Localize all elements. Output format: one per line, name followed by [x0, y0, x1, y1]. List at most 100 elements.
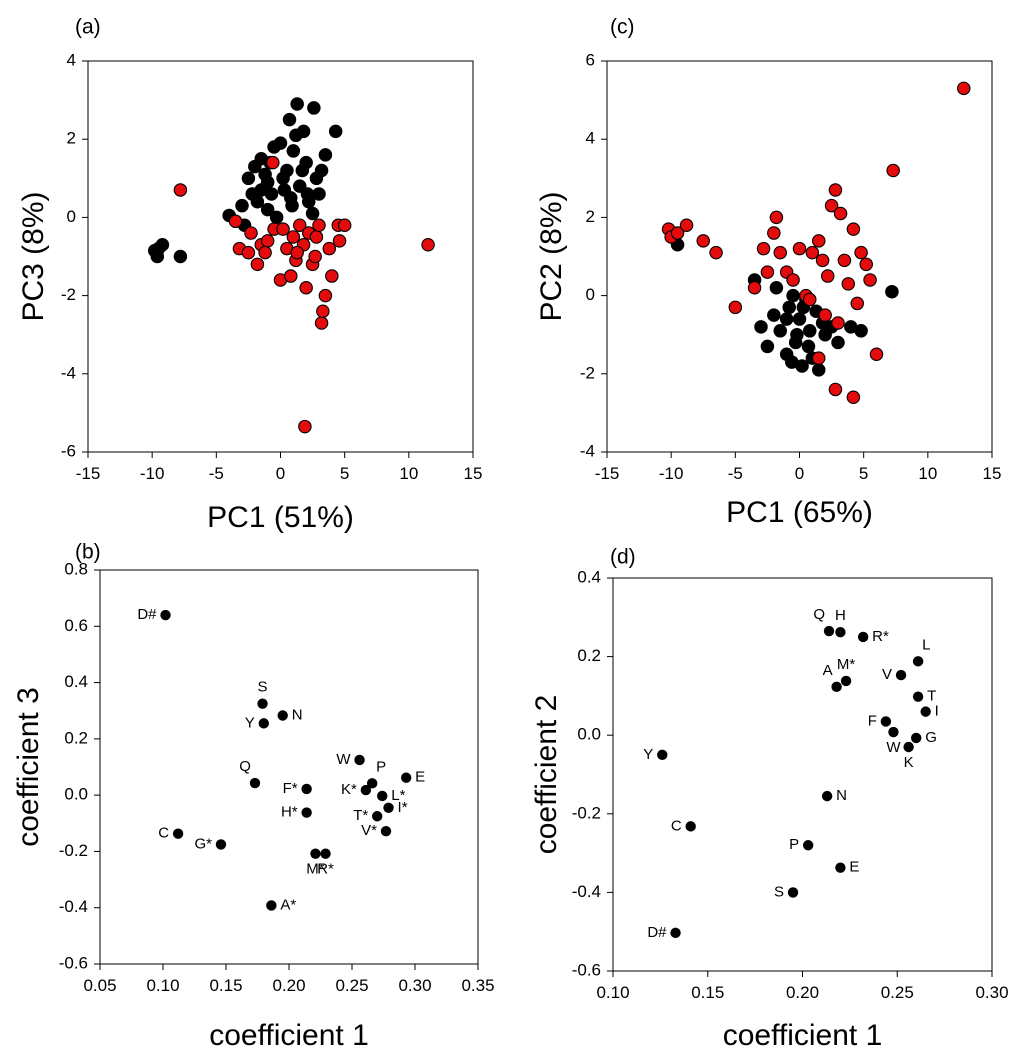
y-tick-label: -2 — [61, 285, 76, 304]
data-point-red — [173, 183, 188, 197]
data-point-red — [833, 206, 848, 221]
point-label: A* — [280, 896, 296, 913]
y-tick-label: -2 — [580, 363, 595, 382]
data-point — [383, 802, 394, 814]
panel-d-chart: (d) 0.10 0.15 0.20 0.25 0.30 -0.6 -0.4 -0.2 0.0 0.… — [530, 546, 1009, 1052]
data-point-red — [886, 163, 900, 178]
data-point-red — [828, 382, 843, 397]
data-point — [249, 777, 261, 789]
y-tick-label: -4 — [61, 363, 76, 382]
data-point-red — [266, 155, 280, 170]
data-point-red — [421, 238, 435, 252]
data-point — [835, 862, 846, 873]
x-tick-label: 0.15 — [691, 983, 724, 1002]
data-point-red — [854, 245, 868, 260]
point-label: D# — [137, 606, 157, 623]
y-tick-label: 0 — [586, 285, 595, 304]
data-point-black — [296, 124, 311, 139]
data-point — [920, 706, 931, 717]
y-tick-label: 6 — [586, 50, 595, 69]
data-point-red — [292, 218, 307, 232]
point-label: S — [774, 883, 784, 900]
x-tick-label: -5 — [728, 464, 743, 483]
data-point — [301, 807, 312, 818]
data-point-red — [869, 347, 884, 361]
panel-c-chart: (c) -15 -10 -5 0 5 10 15 -4 -2 0 2 4 6 PC1 (65%) PC2 (8… — [535, 16, 1002, 529]
data-point-black — [785, 355, 799, 369]
y-tick-label: 0 — [67, 207, 76, 226]
x-tick-label: 10 — [918, 464, 937, 483]
data-point-black — [792, 312, 807, 326]
data-point-red — [792, 241, 807, 256]
point-label: L — [922, 636, 930, 653]
y-axis-label: PC3 (8%) — [17, 191, 50, 321]
plot-frame — [87, 60, 474, 453]
data-point — [366, 778, 378, 789]
data-point — [787, 887, 799, 898]
data-point — [880, 716, 892, 727]
data-point — [821, 790, 833, 802]
data-point-black — [754, 320, 768, 334]
y-axis-label: coefficient 3 — [12, 687, 45, 847]
data-point — [831, 681, 842, 693]
point-label: F — [868, 712, 877, 729]
point-label: K — [904, 754, 914, 771]
y-tick-label: -0.4 — [572, 882, 601, 901]
data-point-black — [150, 249, 165, 264]
data-point — [320, 848, 331, 859]
data-point-red — [244, 226, 258, 240]
point-label: G* — [194, 835, 212, 852]
data-point-red — [284, 269, 298, 283]
y-tick-label: 0.6 — [64, 616, 88, 635]
point-label: H — [835, 607, 846, 624]
data-point-red — [260, 234, 275, 248]
point-label: R* — [317, 861, 334, 878]
data-point — [257, 698, 268, 709]
point-label: E — [849, 859, 859, 876]
x-tick-label: 0.20 — [272, 976, 305, 995]
x-tick-label: 15 — [464, 464, 483, 483]
data-point — [823, 625, 835, 637]
data-point — [277, 710, 288, 721]
data-point-black — [290, 97, 304, 111]
point-label: W — [886, 739, 901, 756]
y-tick-label: 0.2 — [577, 646, 601, 665]
y-axis-label: PC2 (8%) — [535, 191, 568, 321]
data-point-red — [337, 218, 352, 232]
data-point — [802, 840, 814, 851]
data-point-red — [773, 245, 787, 260]
point-label: F* — [283, 780, 298, 797]
data-point — [685, 821, 696, 832]
data-point-red — [957, 81, 971, 96]
x-tick-label: 0 — [795, 464, 804, 483]
y-tick-label: 2 — [67, 129, 76, 148]
data-point — [911, 732, 922, 744]
data-point-red — [276, 222, 290, 236]
y-tick-label: 4 — [586, 129, 595, 148]
data-point-black — [260, 202, 275, 217]
data-point-black — [280, 163, 294, 178]
point-label: G — [925, 729, 937, 746]
data-point-black — [250, 195, 265, 209]
x-axis-label: coefficient 1 — [209, 1019, 369, 1052]
data-point — [857, 631, 869, 643]
point-label: R* — [872, 628, 889, 645]
data-point-black — [760, 339, 775, 354]
data-point-black — [241, 171, 256, 186]
x-tick-label: -10 — [659, 464, 684, 483]
x-tick-label: -15 — [76, 464, 101, 483]
x-tick-label: 5 — [340, 464, 349, 483]
point-label: M* — [837, 656, 855, 673]
data-point-red — [747, 281, 762, 295]
data-point-red — [299, 281, 313, 295]
data-point-black — [790, 327, 804, 342]
data-point — [360, 784, 372, 796]
data-point — [160, 609, 171, 621]
data-point-red — [841, 277, 856, 291]
data-point-black — [299, 155, 313, 170]
data-point-black — [811, 363, 826, 377]
data-point-black — [786, 288, 800, 303]
y-tick-label: -0.4 — [59, 897, 88, 916]
point-label: P — [789, 836, 799, 853]
data-point-black — [312, 187, 326, 201]
